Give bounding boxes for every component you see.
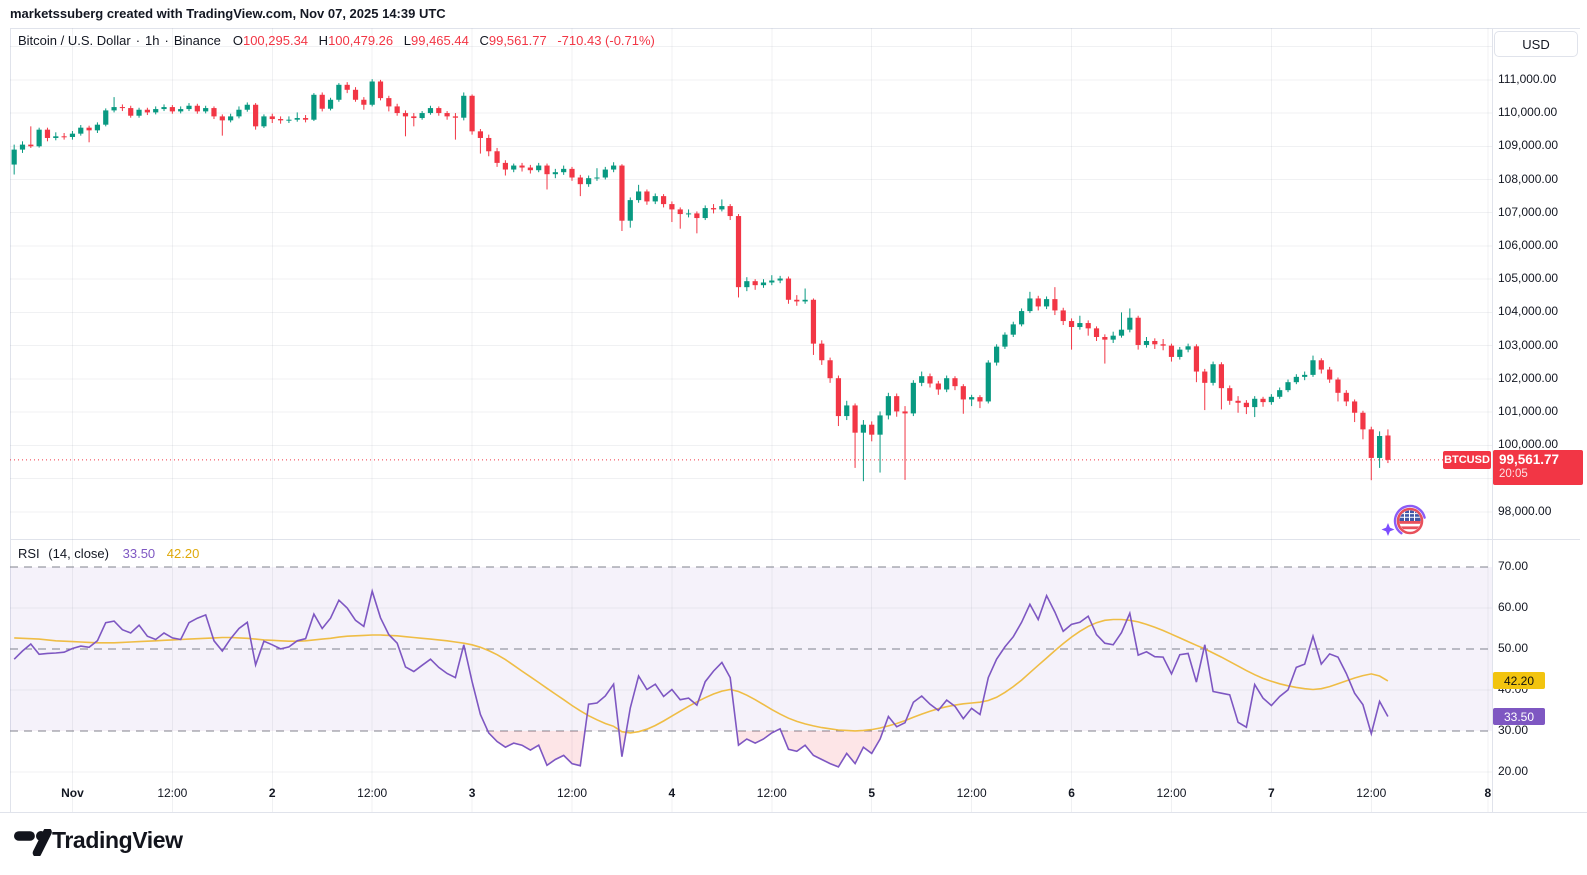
price-axis-label: 110,000.00 — [1498, 105, 1558, 120]
rsi-axis-label: 30.00 — [1498, 722, 1529, 737]
high-value: 100,479.26 — [328, 33, 394, 48]
rsi-axis-label: 70.00 — [1498, 559, 1529, 574]
rsi-axis-label: 50.00 — [1498, 640, 1529, 655]
rsi-axis-label: 60.00 — [1498, 599, 1529, 614]
price-axis-label: 105,000.00 — [1498, 271, 1559, 286]
time-axis-label: 12:00 — [1156, 786, 1187, 800]
us-flag-icon — [1396, 507, 1424, 535]
price-axis-label: 111,000.00 — [1498, 71, 1557, 86]
pane-divider[interactable] — [10, 539, 1580, 540]
chart-left-border — [10, 28, 11, 812]
time-axis-label: 12:00 — [1356, 786, 1387, 800]
rsi-axis-label: 20.00 — [1498, 763, 1529, 778]
rsi-ma-current-value: 42.20 — [166, 546, 200, 561]
symbol-title[interactable]: Bitcoin / U.S. Dollar — [18, 33, 131, 48]
symbol-price-chip: BTCUSD — [1443, 451, 1491, 469]
price-axis-divider[interactable] — [1492, 28, 1493, 812]
creator-watermark: marketssuberg created with TradingView.c… — [10, 6, 446, 21]
change-value: -710.43 (-0.71%) — [557, 33, 655, 48]
exchange-label[interactable]: Binance — [173, 33, 221, 48]
price-axis-label: 102,000.00 — [1498, 370, 1559, 385]
open-label: O — [232, 33, 243, 48]
legend-separator: · — [135, 33, 141, 48]
time-axis-label: 12:00 — [756, 786, 787, 800]
interval-label[interactable]: 1h — [145, 33, 160, 48]
open-value: 100,295.34 — [242, 33, 309, 48]
close-label: C — [479, 33, 489, 48]
tradingview-logo-icon[interactable] — [14, 829, 54, 856]
sparkle-icon — [1381, 523, 1395, 536]
low-label: L — [403, 33, 411, 48]
rsi-title[interactable]: RSI — [18, 546, 40, 561]
footer-separator — [0, 812, 1587, 813]
time-axis-label: 4 — [668, 786, 676, 800]
price-grid — [10, 28, 1492, 540]
time-axis-label: 12:00 — [157, 786, 188, 800]
rsi-value-tag: 33.50 — [1493, 708, 1545, 725]
rsi-params: (14, close) — [48, 546, 109, 561]
time-axis-label: 3 — [468, 786, 476, 800]
symbol-legend: Bitcoin / U.S. Dollar · 1h · Binance O10… — [18, 33, 655, 48]
time-axis-label: 8 — [1484, 786, 1492, 800]
last-price-tag: 99,561.77 20:05 — [1493, 450, 1583, 485]
time-axis[interactable]: Nov 12:00 2 12:00 3 12:00 4 12:00 5 12:00 6 12:00 7 1… — [0, 786, 1587, 806]
event-flag-icon[interactable] — [1378, 502, 1428, 542]
price-axis-label: 101,000.00 — [1498, 404, 1559, 419]
time-axis-label: 12:00 — [357, 786, 388, 800]
event-swoosh — [1393, 504, 1427, 538]
price-axis-label: 104,000.00 — [1498, 304, 1559, 319]
close-value: 99,561.77 — [488, 33, 547, 48]
rsi-ma-line — [14, 618, 1389, 734]
last-price-value: 99,561.77 — [1499, 452, 1560, 467]
rsi-grid — [10, 540, 1492, 812]
price-axis-label: 107,000.00 — [1498, 204, 1559, 219]
price-axis-label: 109,000.00 — [1498, 138, 1559, 153]
price-axis-label: 103,000.00 — [1498, 337, 1559, 352]
time-axis-label: 12:00 — [556, 786, 587, 800]
price-axis-label: 108,000.00 — [1498, 171, 1559, 186]
time-axis-label: 7 — [1268, 786, 1275, 800]
time-axis-label: 6 — [1068, 786, 1075, 800]
time-axis-label: Nov — [61, 786, 84, 800]
low-value: 99,465.44 — [411, 33, 469, 48]
rsi-pane-canvas[interactable] — [10, 540, 1492, 812]
price-axis-label: 106,000.00 — [1498, 237, 1559, 252]
high-label: H — [318, 33, 329, 48]
price-axis-label: 100,000.00 — [1498, 437, 1559, 452]
rsi-line — [13, 588, 1389, 768]
rsi-current-value: 33.50 — [122, 546, 156, 561]
time-axis-label: 12:00 — [956, 786, 987, 800]
rsi-ma-tag: 42.20 — [1493, 672, 1545, 689]
ohlc-values: O100,295.34 H100,479.26 L99,465.44 C99,5… — [233, 33, 655, 48]
legend-separator-2: · — [164, 33, 169, 48]
price-axis-label: 98,000.00 — [1498, 503, 1552, 518]
price-pane-canvas[interactable] — [10, 28, 1492, 540]
time-axis-label: 2 — [268, 786, 276, 800]
chart-top-border — [10, 28, 1580, 29]
currency-toggle-button[interactable]: USD — [1494, 31, 1578, 57]
rsi-legend: RSI (14, close) 33.50 42.20 — [18, 546, 199, 561]
rsi-band — [10, 567, 1492, 731]
time-axis-label: 5 — [868, 786, 876, 800]
bar-countdown: 20:05 — [1499, 468, 1528, 480]
tradingview-logo-text[interactable]: TradingView — [52, 827, 183, 853]
candles-layer — [11, 79, 1391, 482]
